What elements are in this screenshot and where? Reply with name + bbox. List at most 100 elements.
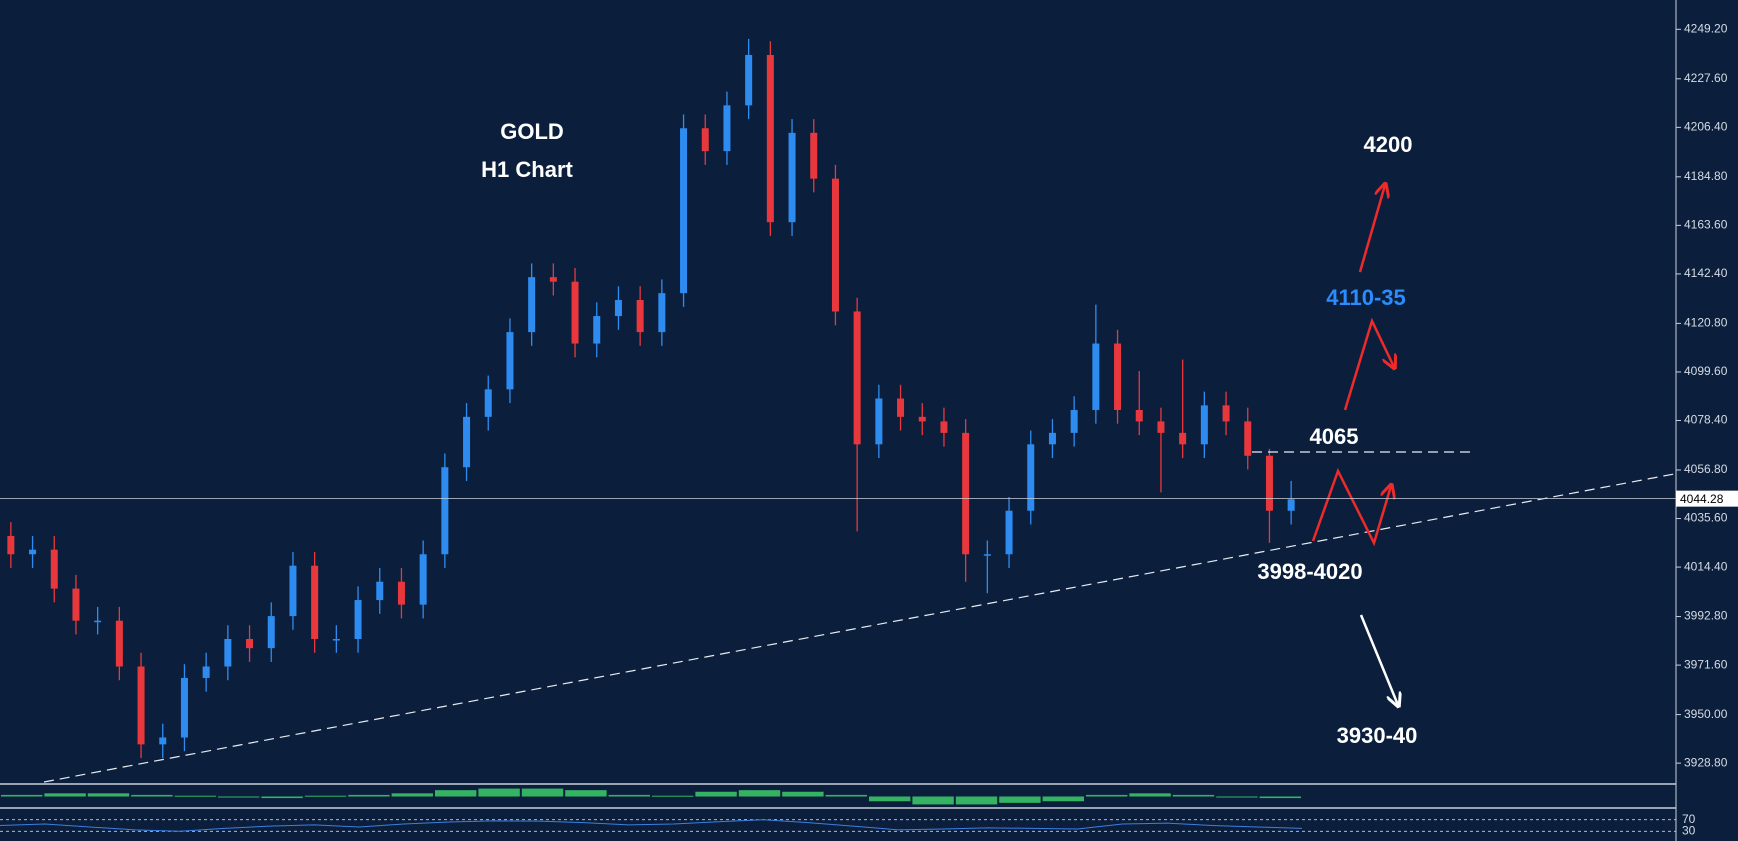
macd-bar: [174, 795, 216, 797]
candle-body: [1092, 343, 1100, 410]
macd-bar: [955, 796, 998, 805]
candle-body: [137, 666, 145, 745]
candle-body: [1222, 405, 1230, 422]
macd-bar: [44, 793, 86, 797]
annotation: 3930-40: [1337, 723, 1418, 748]
macd-bar: [782, 791, 824, 797]
annotation: 4065: [1310, 424, 1359, 449]
arrow: [1358, 185, 1385, 273]
y-tick-label: 4056.80: [1684, 462, 1728, 476]
macd-bar: [261, 796, 303, 799]
y-tick-label: 4227.60: [1684, 71, 1728, 85]
candle-body: [983, 554, 991, 556]
y-tick-label: 4184.80: [1684, 169, 1728, 183]
candle-body: [1179, 432, 1187, 445]
candle-body: [354, 600, 362, 639]
macd-bar: [131, 794, 173, 797]
candle-body: [115, 620, 123, 667]
candle-body: [419, 554, 427, 605]
candle-body: [463, 416, 471, 468]
candle-body: [224, 639, 232, 667]
macd-bar: [652, 795, 694, 797]
candle-body: [159, 737, 167, 745]
annotation: 4110-35: [1326, 285, 1406, 310]
candle-body: [397, 581, 405, 605]
macd-bar: [999, 796, 1041, 803]
y-tick-label: 3971.60: [1684, 657, 1728, 671]
macd-bar: [1042, 796, 1084, 802]
y-tick-label: 4099.60: [1684, 364, 1728, 378]
macd-bar: [565, 790, 607, 797]
macd-bar: [348, 794, 390, 797]
arrow: [1343, 317, 1394, 411]
candle-body: [831, 178, 839, 312]
macd-bar: [1129, 793, 1171, 797]
y-tick-label: 4120.80: [1684, 316, 1728, 330]
candle-body: [246, 639, 254, 649]
candle-body: [1027, 444, 1035, 511]
candle-body: [571, 281, 579, 344]
macd-bar: [695, 791, 737, 797]
candle-body: [853, 311, 861, 445]
y-tick-label: 4163.60: [1684, 218, 1728, 232]
arrow: [1359, 614, 1398, 705]
candle-body: [1265, 455, 1273, 511]
rsi-line: [0, 819, 1303, 832]
candle-body: [1200, 405, 1208, 445]
candle-body: [745, 54, 753, 106]
candle-body: [50, 549, 58, 589]
candle-body: [1070, 409, 1078, 433]
macd-bar: [478, 788, 520, 797]
macd-bar: [1259, 796, 1301, 799]
candle-body: [528, 277, 536, 333]
candle-body: [1048, 432, 1056, 445]
candle-body: [72, 588, 80, 621]
candle-body: [680, 128, 688, 294]
y-tick-label: 4142.40: [1684, 266, 1728, 280]
candle-body: [1287, 499, 1295, 511]
candle-body: [311, 565, 319, 639]
macd-bar: [1216, 796, 1258, 798]
candle-body: [1005, 510, 1013, 555]
macd-bar: [912, 796, 954, 805]
y-tick-label: 4249.20: [1684, 21, 1728, 35]
candle-body: [202, 666, 210, 678]
y-tick-label: 4078.40: [1684, 413, 1728, 427]
y-tick-label: 4206.40: [1684, 120, 1728, 134]
y-tick-label: 3950.00: [1684, 707, 1728, 721]
candle-body: [614, 300, 622, 317]
candle-body: [484, 389, 492, 417]
candle-body: [441, 467, 449, 555]
macd-bar: [521, 788, 564, 797]
candle-body: [897, 398, 905, 417]
candle-body: [918, 416, 926, 422]
candle-body: [29, 549, 37, 555]
candle-body: [1135, 409, 1143, 422]
candle-body: [332, 639, 340, 641]
candle-body: [7, 535, 15, 555]
macd-bar: [869, 796, 911, 802]
macd-bar: [825, 794, 867, 797]
candle-body: [766, 54, 774, 223]
candle-body: [701, 128, 709, 152]
macd-bar: [391, 793, 433, 797]
y-tick-label: 3928.80: [1684, 755, 1728, 769]
macd-bar: [435, 790, 477, 797]
macd-bar: [608, 794, 650, 797]
candle-body: [962, 432, 970, 555]
candle-body: [658, 293, 666, 333]
candle-body: [940, 421, 948, 433]
candle-body: [810, 132, 818, 179]
candle-body: [180, 677, 188, 738]
macd-bar: [1172, 794, 1215, 797]
candle-body: [1244, 421, 1252, 456]
macd-bar: [1, 794, 43, 797]
y-tick-label: 4014.40: [1684, 559, 1728, 573]
candle-body: [1157, 421, 1165, 433]
chart-title: GOLD: [500, 119, 564, 144]
y-tick-label: 3992.80: [1684, 609, 1728, 623]
y-tick-label: 4035.60: [1684, 511, 1728, 525]
candle-body: [723, 105, 731, 152]
